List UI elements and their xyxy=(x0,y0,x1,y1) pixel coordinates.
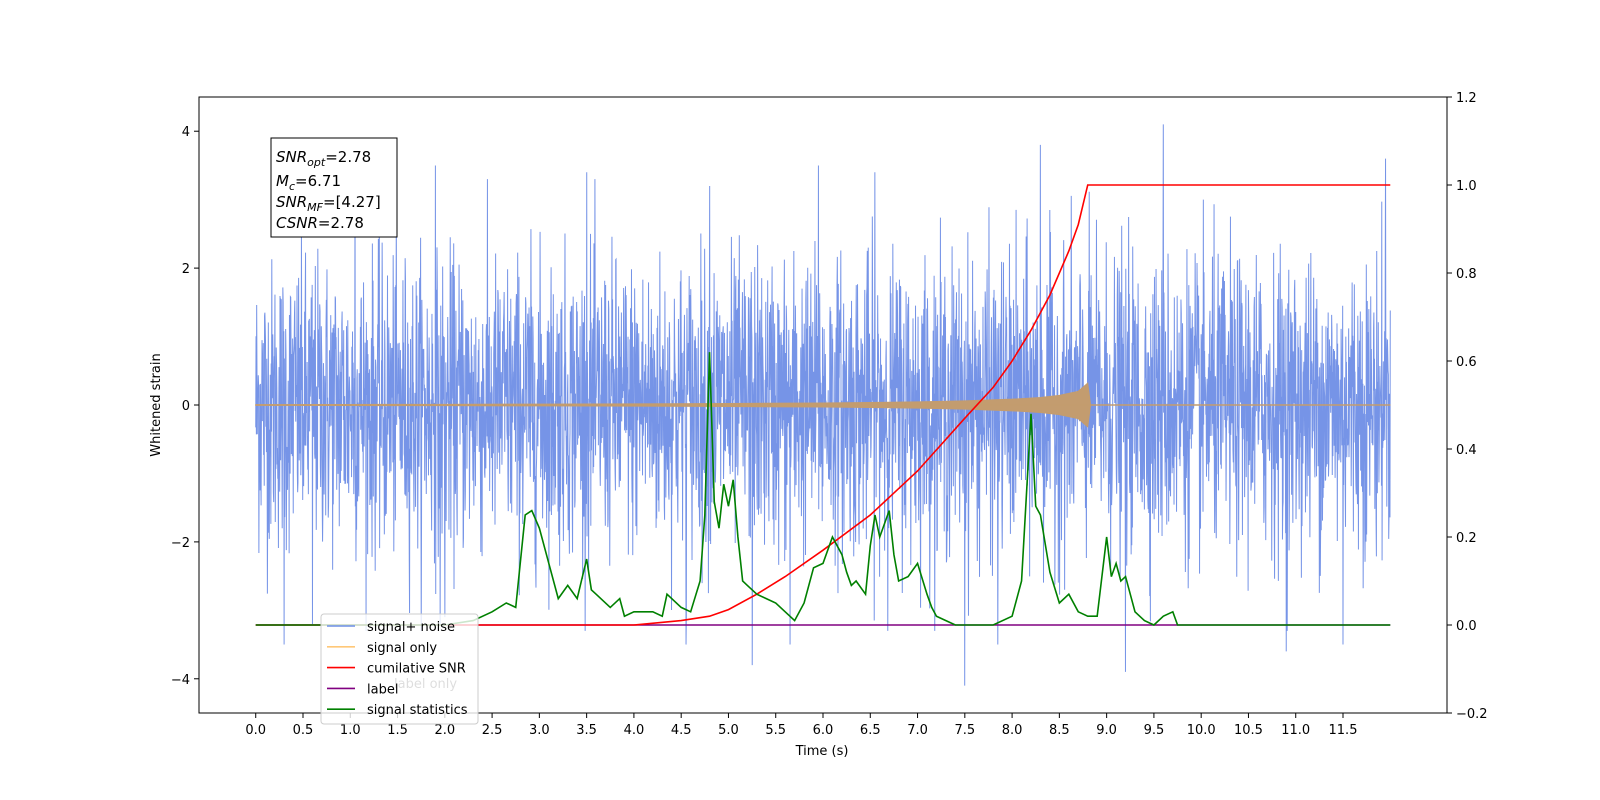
legend-frame xyxy=(320,613,479,725)
x-tick-label: 9.5 xyxy=(1144,723,1165,738)
y2-tick-label: 0.6 xyxy=(1456,355,1477,370)
x-tick-label: 6.0 xyxy=(813,723,834,738)
x-tick-label: 1.5 xyxy=(387,723,408,738)
annotation-snr-opt-value: =2.78 xyxy=(325,148,371,166)
x-tick-label: 5.0 xyxy=(718,723,739,738)
y2-tick-label: 1.0 xyxy=(1456,179,1477,194)
x-tick-label: 9.0 xyxy=(1096,723,1117,738)
annotation-csnr-value: =2.78 xyxy=(318,214,364,232)
y2-tick-label: 0.0 xyxy=(1456,619,1477,634)
x-tick-label: 5.5 xyxy=(765,723,786,738)
x-tick-label: 0.5 xyxy=(293,723,314,738)
signal-statistics-series xyxy=(255,352,1391,626)
x-tick-label: 7.5 xyxy=(954,723,975,738)
x-tick-label: 4.5 xyxy=(671,723,692,738)
legend-item-label: label xyxy=(367,682,398,697)
cumulative-snr-series xyxy=(255,184,1391,626)
signal-noise-line xyxy=(255,124,1391,686)
y-axis-ticks: 4 2 0 −2 −4 xyxy=(171,125,199,688)
x-tick-label: 3.0 xyxy=(529,723,550,738)
x-tick-label: 2.0 xyxy=(434,723,455,738)
y-tick-label: 4 xyxy=(182,125,190,140)
x-axis-label: Time (s) xyxy=(795,744,849,759)
legend-item-label: signal+ noise xyxy=(367,620,455,635)
x-tick-label: 11.0 xyxy=(1281,723,1310,738)
annotation-mc: Mc=6.71 xyxy=(276,172,341,193)
signal-noise-series xyxy=(255,124,1391,686)
annotation-box: SNRopt=2.78 Mc=6.71 SNRMF=[4.27] CSNR=2.… xyxy=(270,137,398,238)
x-tick-label: 1.0 xyxy=(340,723,361,738)
signal-statistics-line xyxy=(255,352,1391,626)
annotation-snr-mf-value: =[4.27] xyxy=(323,193,381,211)
x-tick-label: 4.0 xyxy=(624,723,645,738)
y2-axis-ticks: 1.2 1.0 0.8 0.6 0.4 0.2 0.0 −0.2 xyxy=(1447,91,1488,722)
x-tick-label: 0.0 xyxy=(245,723,266,738)
annotation-mc-value: =6.71 xyxy=(295,172,341,190)
x-tick-label: 10.5 xyxy=(1234,723,1263,738)
x-tick-label: 6.5 xyxy=(860,723,881,738)
y2-tick-label: 0.8 xyxy=(1456,267,1477,282)
y-tick-label: −4 xyxy=(171,673,190,688)
x-tick-label: 3.5 xyxy=(576,723,597,738)
annotation-snr-mf: SNRMF=[4.27] xyxy=(276,193,381,214)
y2-tick-label: 0.2 xyxy=(1456,531,1477,546)
x-tick-label: 10.0 xyxy=(1187,723,1216,738)
y-tick-label: 0 xyxy=(182,399,190,414)
x-tick-label: 2.5 xyxy=(482,723,503,738)
legend-item-label: signal statistics xyxy=(367,703,468,718)
x-tick-label: 11.5 xyxy=(1329,723,1358,738)
y2-tick-label: −0.2 xyxy=(1456,707,1488,722)
y-tick-label: −2 xyxy=(171,536,190,551)
legend: label only signal+ noise signal only cumil… xyxy=(320,613,479,725)
signal-only-series xyxy=(255,382,1391,428)
legend-item-label: cumilative SNR xyxy=(367,662,466,677)
annotation-frame xyxy=(270,137,398,238)
y-axis-label: Whitened strain xyxy=(149,353,164,456)
x-tick-label: 8.5 xyxy=(1049,723,1070,738)
annotation-snr-opt: SNRopt=2.78 xyxy=(276,148,371,169)
x-axis-ticks: 0.0 0.5 1.0 1.5 2.0 2.5 3.0 3.5 4.0 4.5 5.0 5.5 6.0 6… xyxy=(245,713,1357,738)
y-tick-label: 2 xyxy=(182,262,190,277)
y2-tick-label: 1.2 xyxy=(1456,91,1477,106)
cumulative-snr-line xyxy=(255,184,1391,626)
legend-hidden-text: label only xyxy=(394,677,457,692)
y2-tick-label: 0.4 xyxy=(1456,443,1477,458)
x-tick-label: 8.0 xyxy=(1002,723,1023,738)
annotation-csnr: CSNR=2.78 xyxy=(276,214,364,232)
x-tick-label: 7.0 xyxy=(907,723,928,738)
legend-item-label: signal only xyxy=(367,641,437,656)
